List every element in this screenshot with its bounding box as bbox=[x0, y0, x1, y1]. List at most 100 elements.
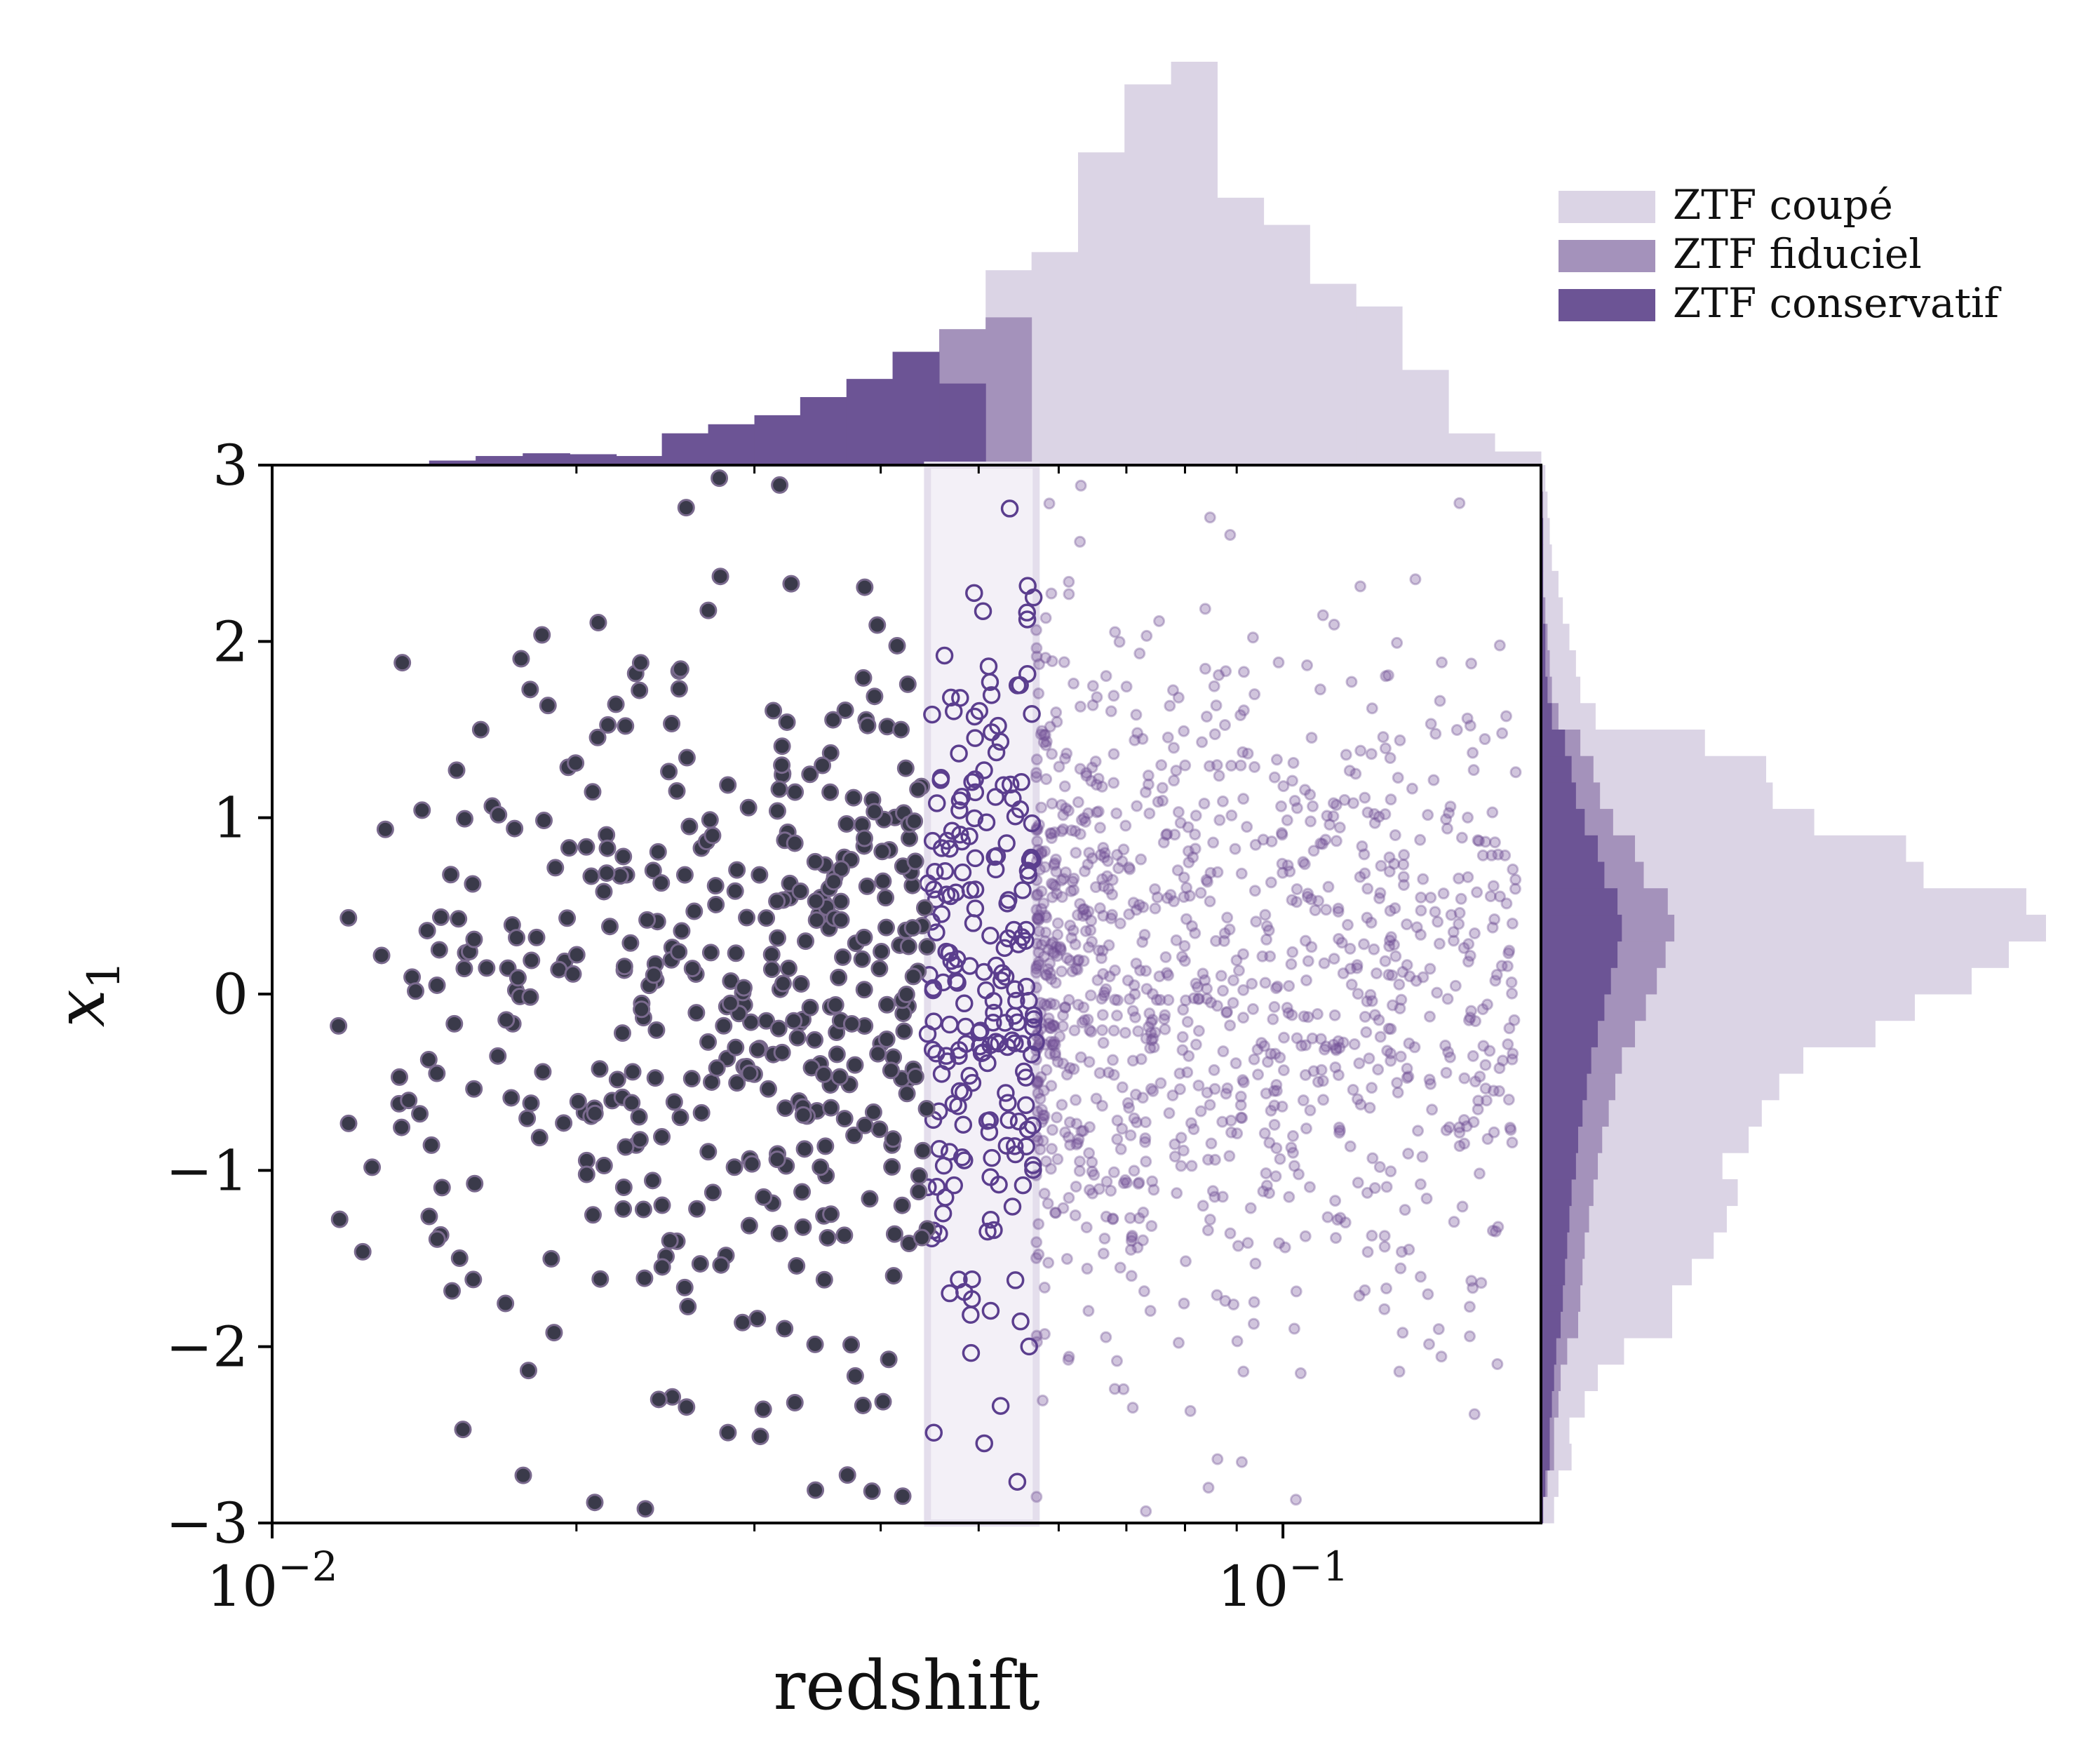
point-coupe bbox=[1109, 964, 1122, 977]
point-coupe bbox=[1181, 1016, 1194, 1028]
point-coupe bbox=[1509, 873, 1522, 886]
point-conservatif bbox=[701, 811, 719, 829]
point-coupe bbox=[1074, 897, 1086, 910]
point-coupe bbox=[1137, 901, 1150, 913]
point-fiduciel bbox=[1014, 881, 1032, 899]
point-coupe bbox=[1432, 1323, 1445, 1336]
point-coupe bbox=[1032, 1218, 1045, 1230]
point-coupe bbox=[1277, 1064, 1290, 1077]
point-coupe bbox=[1395, 993, 1408, 1006]
point-coupe bbox=[1218, 934, 1230, 947]
point-coupe bbox=[1032, 687, 1045, 699]
point-conservatif bbox=[564, 965, 582, 983]
point-coupe bbox=[1260, 1167, 1272, 1179]
point-coupe bbox=[1264, 950, 1277, 962]
point-coupe bbox=[1159, 1009, 1171, 1021]
point-coupe bbox=[1096, 780, 1108, 793]
point-coupe bbox=[1078, 903, 1091, 915]
point-coupe bbox=[1334, 1212, 1347, 1224]
point-coupe bbox=[1190, 810, 1202, 822]
point-conservatif bbox=[859, 716, 877, 734]
point-fiduciel bbox=[938, 831, 957, 850]
point-conservatif bbox=[768, 929, 786, 947]
right-bar-conservatif bbox=[1541, 861, 1605, 889]
point-coupe bbox=[1130, 958, 1143, 970]
point-coupe bbox=[1140, 983, 1153, 995]
point-conservatif bbox=[856, 1116, 874, 1134]
point-conservatif bbox=[792, 975, 810, 993]
point-coupe bbox=[1361, 883, 1374, 895]
point-coupe bbox=[1246, 631, 1259, 644]
point-coupe bbox=[1464, 1330, 1476, 1343]
point-coupe bbox=[1444, 800, 1457, 813]
point-coupe bbox=[1192, 993, 1205, 1005]
point-coupe bbox=[1506, 987, 1519, 1000]
point-coupe bbox=[1488, 913, 1501, 926]
point-coupe bbox=[1179, 1255, 1192, 1268]
point-coupe bbox=[1132, 1025, 1145, 1038]
point-coupe bbox=[1311, 1008, 1324, 1021]
point-coupe bbox=[1065, 885, 1077, 897]
point-coupe bbox=[1146, 988, 1159, 1000]
point-coupe bbox=[1393, 1365, 1406, 1378]
point-coupe bbox=[1378, 1240, 1391, 1253]
point-conservatif bbox=[649, 843, 667, 861]
point-coupe bbox=[1237, 746, 1249, 758]
point-coupe bbox=[1401, 1071, 1413, 1084]
point-coupe bbox=[1426, 1103, 1439, 1116]
point-fiduciel bbox=[955, 1282, 974, 1301]
point-coupe bbox=[1124, 1243, 1137, 1256]
point-coupe bbox=[1330, 835, 1342, 847]
point-coupe bbox=[1425, 891, 1437, 904]
point-fiduciel bbox=[974, 602, 992, 620]
point-coupe bbox=[1320, 1040, 1333, 1053]
point-coupe bbox=[1354, 1098, 1367, 1111]
point-conservatif bbox=[904, 967, 922, 986]
point-coupe bbox=[1237, 666, 1250, 678]
point-coupe bbox=[1218, 927, 1231, 940]
point-coupe bbox=[1373, 1014, 1385, 1026]
point-fiduciel bbox=[1006, 1271, 1025, 1289]
point-coupe bbox=[1091, 691, 1103, 704]
point-conservatif bbox=[678, 1398, 696, 1416]
point-conservatif bbox=[768, 802, 786, 820]
point-fiduciel bbox=[981, 927, 999, 945]
point-coupe bbox=[1033, 909, 1046, 922]
point-coupe bbox=[1119, 1174, 1131, 1186]
point-conservatif bbox=[706, 877, 725, 895]
point-coupe bbox=[1364, 988, 1377, 1001]
point-coupe bbox=[1204, 1099, 1216, 1111]
point-coupe bbox=[1084, 989, 1097, 1002]
point-coupe bbox=[1030, 889, 1043, 901]
point-conservatif bbox=[447, 761, 466, 779]
point-coupe bbox=[1385, 793, 1397, 806]
point-coupe bbox=[1077, 955, 1090, 967]
point-conservatif bbox=[489, 1047, 507, 1065]
point-coupe bbox=[1048, 1035, 1061, 1048]
point-fiduciel bbox=[935, 646, 954, 665]
point-coupe bbox=[1111, 994, 1124, 1007]
point-coupe bbox=[1237, 1012, 1250, 1024]
point-coupe bbox=[1139, 1136, 1152, 1148]
point-coupe bbox=[1479, 733, 1491, 746]
point-coupe bbox=[1056, 891, 1068, 904]
point-fiduciel bbox=[1016, 1096, 1035, 1115]
point-coupe bbox=[1386, 999, 1399, 1012]
top-bar-coupe bbox=[1495, 451, 1542, 465]
point-coupe bbox=[1268, 1099, 1281, 1112]
point-conservatif bbox=[591, 1270, 610, 1288]
point-coupe bbox=[1499, 849, 1512, 861]
point-coupe bbox=[1140, 965, 1152, 977]
point-conservatif bbox=[502, 1089, 520, 1107]
point-coupe bbox=[1388, 857, 1401, 870]
point-coupe bbox=[1050, 706, 1063, 719]
point-coupe bbox=[1133, 647, 1146, 660]
point-coupe bbox=[1053, 760, 1065, 773]
point-fiduciel bbox=[1024, 1006, 1043, 1024]
point-conservatif bbox=[376, 820, 394, 838]
point-fiduciel bbox=[1008, 1472, 1027, 1491]
point-coupe bbox=[1230, 954, 1243, 967]
legend-swatch bbox=[1559, 289, 1655, 321]
point-coupe bbox=[1373, 1160, 1386, 1173]
